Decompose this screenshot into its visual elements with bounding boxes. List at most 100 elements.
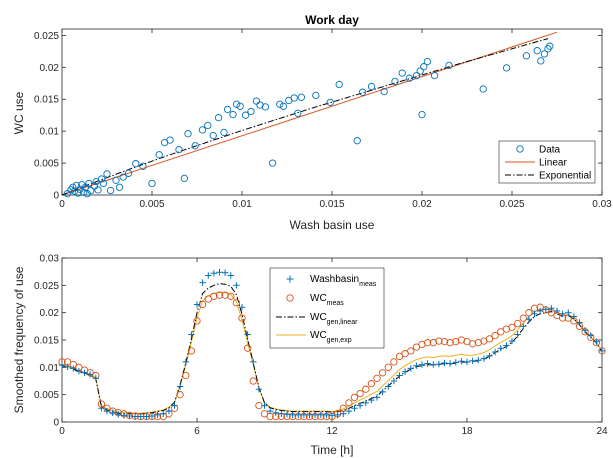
chart1-data-point <box>223 105 232 114</box>
chart2-wc-meas-point <box>401 350 409 358</box>
chart2-washbasin-meas-point <box>362 399 369 407</box>
chart2-washbasin-meas-point <box>278 410 285 417</box>
chart1-data-point <box>72 181 81 190</box>
chart1-data-point <box>79 188 88 197</box>
chart2-ytick-label: 0 <box>53 418 59 429</box>
chart1-data-point <box>94 186 102 194</box>
chart2-wc-meas-point <box>221 291 229 299</box>
chart2-wc-meas-point <box>243 344 252 352</box>
chart1-xtick-label: 0.01 <box>232 199 252 210</box>
chart1-ytick-label: 0.02 <box>40 63 60 74</box>
chart2-wc-meas-point <box>345 399 353 407</box>
chart2-washbasin-meas-point <box>508 337 516 345</box>
chart2-washbasin-meas-point <box>193 301 201 308</box>
chart1-data-point <box>326 98 334 107</box>
chart2-washbasin-meas-point <box>289 411 296 419</box>
chart1-data-point <box>398 69 406 77</box>
chart1-data-point <box>430 71 439 80</box>
chart1-data-point <box>106 186 115 195</box>
chart2-washbasin-meas-point <box>514 331 521 338</box>
chart2-washbasin-meas-point <box>497 345 504 352</box>
chart1-data-point <box>418 110 426 119</box>
chart2-wc-meas-point <box>378 369 387 377</box>
chart2-xtick-label: 24 <box>596 426 608 437</box>
chart2-washbasin-meas-point <box>261 402 268 409</box>
chart1-data-point <box>312 91 320 100</box>
chart2-wc-meas-point <box>232 299 241 307</box>
chart1-data-point <box>241 111 250 119</box>
chart2-washbasin-meas-point <box>401 368 409 375</box>
chart2-washbasin-meas-point <box>503 342 510 349</box>
chart2-washbasin-meas-point <box>227 272 234 279</box>
chart1-data-point <box>87 186 95 195</box>
chart2-washbasin-meas-point <box>188 331 195 338</box>
chart1-data-point <box>423 57 432 66</box>
chart2-ytick-label: 0.03 <box>40 254 60 265</box>
chart2-wc-meas-point <box>176 391 184 399</box>
chart2-washbasin-meas-point <box>452 359 459 366</box>
chart2-wc-meas-point <box>452 337 460 346</box>
chart2-washbasin-meas-point <box>328 412 336 419</box>
chart2-wc-meas-point <box>407 347 415 355</box>
chart2-washbasin-meas-point <box>475 357 482 364</box>
chart1-data-point <box>209 131 217 140</box>
chart1-data-point <box>276 100 284 108</box>
chart2-washbasin-meas-point <box>143 413 150 420</box>
chart2-washbasin-meas-point <box>531 310 538 317</box>
chart1-data-point <box>261 103 270 111</box>
chart2-wc-meas-point <box>210 292 218 300</box>
chart2-washbasin-meas-point <box>182 358 189 366</box>
chart1-legend-linear-label: Linear <box>539 158 567 169</box>
chart2-washbasin-meas-point <box>81 369 88 376</box>
chart1-data-point <box>335 80 343 89</box>
chart2-wc-meas-point <box>390 358 398 366</box>
chart2-xtick-label: 6 <box>194 426 200 437</box>
chart2-washbasin-meas-point <box>345 407 353 415</box>
chart1-data-point <box>445 61 453 70</box>
chart1-xtick-label: 0.015 <box>319 199 344 210</box>
chart2-washbasin-meas-point <box>396 372 403 379</box>
chart1-data-point <box>247 107 255 116</box>
chart2-wc-meas-point <box>367 380 376 388</box>
chart2-washbasin-meas-point <box>86 371 94 378</box>
chart1-data-point <box>546 42 554 50</box>
chart2-legend-wc-gen-linear-label: WCgen,linear <box>310 312 358 326</box>
chart1-data-point <box>115 183 124 191</box>
chart1-xlabel: Wash basin use <box>290 218 375 232</box>
chart1-data-point <box>69 183 77 191</box>
chart2-washbasin-meas-point <box>221 269 229 276</box>
chart2-washbasin-meas-point <box>356 402 364 409</box>
chart2-washbasin-meas-point <box>171 402 178 409</box>
chart2-washbasin-meas-point <box>176 383 184 390</box>
chart1-ytick-label: 0.025 <box>34 31 59 42</box>
chart2-washbasin-meas-point <box>576 319 583 326</box>
chart1-data-point <box>175 146 183 154</box>
chart2-wc-meas-point <box>215 291 224 299</box>
chart1-data-point <box>537 57 545 65</box>
chart1-data-point <box>420 63 428 71</box>
chart2-wc-meas-point <box>440 337 449 346</box>
chart1-title: Work day <box>305 13 359 27</box>
chart2-wc-meas-point <box>525 309 533 317</box>
chart1-data-point <box>220 128 228 137</box>
chart2-xtick-label: 18 <box>461 426 473 437</box>
chart2-wc-meas-point <box>350 393 359 402</box>
chart1-data-point <box>232 100 241 108</box>
chart1-data-point <box>502 64 511 72</box>
chart2-washbasin-meas-point <box>441 359 448 367</box>
chart1-ytick-label: 0.015 <box>34 95 59 106</box>
chart1-data-point <box>191 142 199 150</box>
chart1-data-point <box>416 67 424 75</box>
chart2-legend-wc-gen-exp-label: WCgen,exp <box>310 330 352 344</box>
chart2-washbasin-meas-point <box>469 357 476 364</box>
chart2-washbasin-meas-point <box>238 304 246 311</box>
chart2-legend-washbasin-marker <box>286 275 294 283</box>
chart2-washbasin-meas-point <box>255 386 263 393</box>
chart2-washbasin-meas-point <box>458 358 465 365</box>
chart2-legend-wc-meas-marker <box>286 294 294 302</box>
chart2-washbasin-meas-point <box>390 377 398 385</box>
chart1-data-point <box>268 159 277 167</box>
chart2-washbasin-meas-point <box>137 413 144 420</box>
chart2-wc-meas-point <box>519 314 527 322</box>
